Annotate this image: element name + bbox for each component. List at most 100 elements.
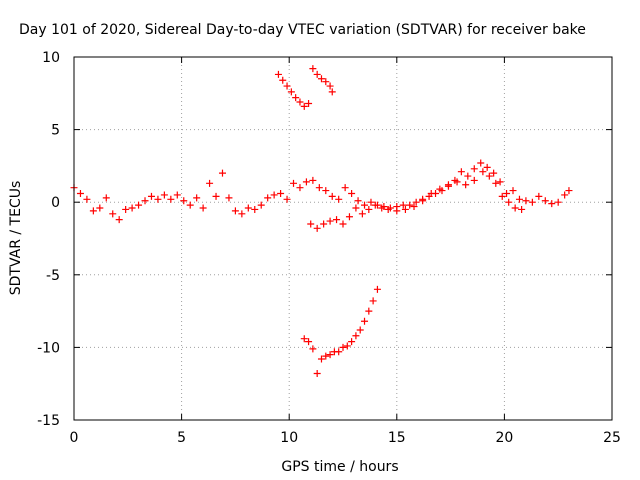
data-point-main-band xyxy=(399,201,407,209)
y-tick-label: -5 xyxy=(46,268,60,284)
data-point-lower-branch xyxy=(333,216,341,224)
data-point-upper-arc xyxy=(322,78,330,86)
data-point-main-band xyxy=(296,184,304,192)
data-point-lower-branch xyxy=(479,168,487,176)
data-point-lower-branch xyxy=(453,178,461,186)
chart-title: Day 101 of 2020, Sidereal Day-to-day VTE… xyxy=(19,22,586,38)
data-point-main-band xyxy=(367,198,375,206)
data-point-main-band xyxy=(277,189,285,197)
x-tick-label: 0 xyxy=(70,430,79,446)
data-point-lower-arc xyxy=(373,285,381,293)
data-point-lower-branch xyxy=(470,176,478,184)
data-point-main-band xyxy=(218,169,226,177)
data-point-lower-arc xyxy=(305,338,313,346)
data-point-main-band xyxy=(244,204,252,212)
data-point-main-band xyxy=(199,204,207,212)
data-point-main-band xyxy=(348,189,356,197)
x-tick-label: 15 xyxy=(388,430,406,446)
data-point-lower-arc xyxy=(348,338,356,346)
data-point-lower-arc xyxy=(339,343,347,351)
data-point-lower-arc xyxy=(326,351,334,359)
data-point-main-band xyxy=(270,191,278,199)
data-point-main-band xyxy=(290,179,298,187)
data-point-lower-branch xyxy=(358,210,366,218)
data-point-main-band xyxy=(457,168,465,176)
data-point-main-band xyxy=(554,198,562,206)
data-point-main-band xyxy=(470,165,478,173)
data-point-upper-arc xyxy=(309,65,317,73)
data-point-main-band xyxy=(561,191,569,199)
data-point-lower-branch xyxy=(378,204,386,212)
y-axis-label: SDTVAR / TECUs xyxy=(8,181,24,296)
data-points xyxy=(70,65,573,378)
data-point-lower-branch xyxy=(313,224,321,232)
data-point-lower-branch xyxy=(436,185,444,193)
data-point-main-band xyxy=(509,187,517,195)
data-point-main-band xyxy=(528,198,536,206)
data-point-lower-branch xyxy=(505,198,513,206)
data-point-main-band xyxy=(109,210,117,218)
data-point-main-band xyxy=(135,201,143,209)
data-point-lower-arc xyxy=(352,332,360,340)
data-point-main-band xyxy=(503,189,511,197)
data-point-main-band xyxy=(96,204,104,212)
data-point-upper-arc xyxy=(274,70,282,78)
data-point-upper-arc xyxy=(317,75,325,83)
data-point-lower-arc xyxy=(356,326,364,334)
data-point-lower-branch xyxy=(492,179,500,187)
data-point-lower-branch xyxy=(352,204,360,212)
y-tick-label: -10 xyxy=(37,340,60,356)
data-point-upper-arc xyxy=(313,70,321,78)
data-point-main-band xyxy=(251,205,259,213)
data-point-lower-arc xyxy=(343,342,351,350)
data-point-main-band xyxy=(496,178,504,186)
data-point-upper-arc xyxy=(283,82,291,90)
data-point-lower-arc xyxy=(309,345,317,353)
data-point-main-band xyxy=(283,195,291,203)
x-tick-label: 25 xyxy=(603,430,621,446)
data-point-lower-branch xyxy=(384,205,392,213)
data-point-lower-branch xyxy=(427,189,435,197)
data-point-main-band xyxy=(225,194,233,202)
data-point-main-band xyxy=(406,201,414,209)
data-point-main-band xyxy=(102,194,110,202)
data-point-main-band xyxy=(515,195,523,203)
data-point-lower-branch xyxy=(401,205,409,213)
gridlines xyxy=(74,57,612,420)
data-point-main-band xyxy=(490,169,498,177)
x-tick-label: 5 xyxy=(177,430,186,446)
data-point-main-band xyxy=(147,192,155,200)
data-point-lower-arc xyxy=(369,297,377,305)
data-point-upper-arc xyxy=(296,98,304,106)
data-point-upper-arc xyxy=(300,102,308,110)
data-point-lower-branch xyxy=(518,205,526,213)
data-point-main-band xyxy=(154,195,162,203)
data-point-main-band xyxy=(477,159,485,167)
data-point-main-band xyxy=(193,194,201,202)
data-point-main-band xyxy=(315,184,323,192)
data-point-upper-arc xyxy=(305,99,313,107)
data-point-lower-branch xyxy=(498,192,506,200)
data-point-lower-arc xyxy=(335,348,343,356)
data-point-main-band xyxy=(309,176,317,184)
y-tick-label: -15 xyxy=(37,413,60,429)
data-point-main-band xyxy=(212,192,220,200)
data-point-main-band xyxy=(483,163,491,171)
data-point-lower-arc xyxy=(361,317,369,325)
data-point-lower-branch xyxy=(462,181,470,189)
data-point-upper-arc xyxy=(328,88,336,96)
data-point-main-band xyxy=(238,210,246,218)
y-tick-label: 5 xyxy=(51,123,60,139)
data-point-upper-arc xyxy=(292,94,300,102)
data-point-lower-branch xyxy=(511,204,519,212)
data-point-main-band xyxy=(128,204,136,212)
data-point-main-band xyxy=(76,189,84,197)
data-point-main-band xyxy=(328,192,336,200)
plot-frame xyxy=(73,56,613,421)
y-tick-label: 10 xyxy=(42,50,60,66)
data-point-main-band xyxy=(115,216,123,224)
data-point-main-band xyxy=(565,187,573,195)
data-point-main-band xyxy=(89,207,97,215)
data-point-upper-arc xyxy=(287,88,295,96)
data-point-main-band xyxy=(464,172,472,180)
